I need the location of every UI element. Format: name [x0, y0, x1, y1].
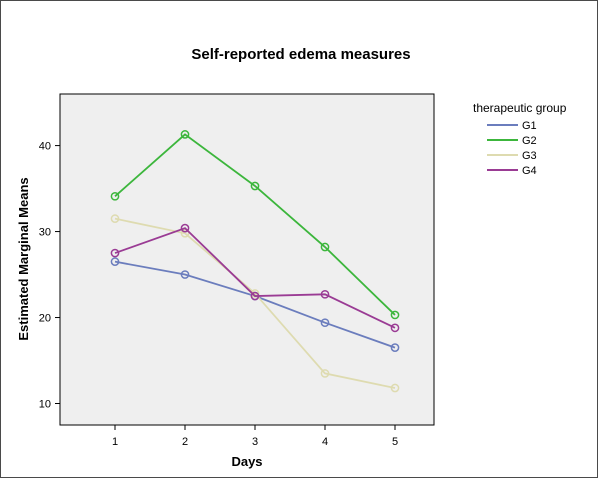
- data-point: [390, 323, 400, 333]
- data-point: [390, 383, 400, 393]
- chart-title: Self-reported edema measures: [191, 46, 410, 63]
- series-line: [114, 133, 396, 316]
- x-axis: 1 2 3 4 5: [112, 425, 398, 448]
- x-tick-label: 3: [252, 436, 258, 448]
- y-tick-label: 30: [39, 227, 51, 239]
- x-tick-label: 1: [112, 436, 118, 448]
- data-point: [390, 343, 400, 352]
- data-point: [320, 369, 330, 378]
- x-axis-title: Days: [231, 454, 262, 469]
- series-g3: [110, 214, 400, 393]
- y-axis: 10 20 30 40: [39, 141, 60, 411]
- data-point: [320, 318, 330, 328]
- data-point: [320, 289, 330, 299]
- x-tick-label: 2: [182, 436, 188, 448]
- data-point: [250, 291, 260, 301]
- data-point: [180, 223, 190, 233]
- data-point: [250, 181, 260, 191]
- series-g2: [110, 130, 400, 320]
- series-line: [114, 217, 396, 389]
- data-point: [390, 310, 400, 320]
- legend-item-g1: G1: [487, 120, 537, 132]
- data-point: [180, 130, 190, 139]
- y-tick-label: 20: [39, 313, 51, 325]
- y-tick-label: 10: [39, 399, 51, 411]
- data-point: [110, 257, 120, 266]
- legend-label: G1: [522, 120, 537, 132]
- series-line: [114, 227, 396, 329]
- legend-label: G2: [522, 135, 537, 147]
- series-g4: [110, 223, 400, 333]
- data-point: [180, 270, 190, 279]
- data-point: [180, 228, 190, 238]
- legend-item-g4: G4: [487, 165, 537, 177]
- data-point: [110, 191, 120, 201]
- data-point: [110, 248, 120, 258]
- x-tick-label: 5: [392, 436, 398, 448]
- data-point: [110, 214, 120, 224]
- plot-area: [59, 93, 435, 426]
- y-axis-title: Estimated Marginal Means: [16, 177, 31, 340]
- legend: therapeutic group G1 G2 G3 G4: [473, 101, 567, 177]
- legend-label: G4: [522, 165, 537, 177]
- data-point: [320, 242, 330, 252]
- legend-title: therapeutic group: [473, 101, 567, 115]
- x-tick-label: 4: [322, 436, 328, 448]
- legend-items: G1 G2 G3 G4: [487, 120, 537, 177]
- y-tick-label: 40: [39, 141, 51, 153]
- legend-item-g3: G3: [487, 150, 537, 162]
- series-layer: [110, 130, 400, 393]
- legend-item-g2: G2: [487, 135, 537, 147]
- legend-label: G3: [522, 150, 537, 162]
